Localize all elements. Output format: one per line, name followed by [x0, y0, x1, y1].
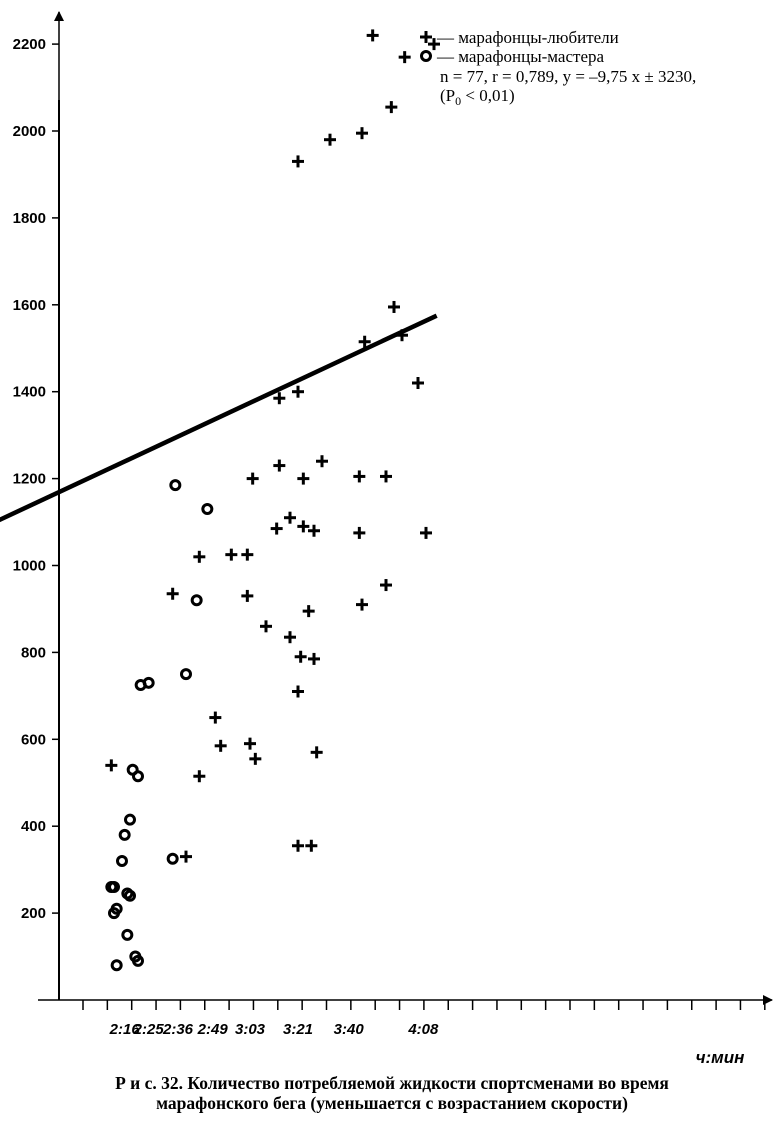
x-tick-label: 4:08 — [407, 1021, 439, 1038]
x-tick-label: 2:49 — [197, 1021, 229, 1038]
amateur-point — [380, 470, 392, 483]
amateur-point — [273, 392, 286, 405]
amateur-point — [412, 377, 424, 390]
x-tick-label: 2:16 — [109, 1021, 141, 1038]
y-tick-label: 2000 — [13, 123, 46, 140]
master-point — [108, 907, 120, 920]
master-point — [110, 959, 123, 972]
amateur-point — [308, 524, 320, 537]
legend-plus-icon — [420, 31, 432, 43]
master-point — [166, 852, 179, 865]
amateur-point — [225, 548, 238, 561]
amateur-point — [308, 652, 320, 665]
amateur-point — [388, 300, 400, 313]
x-axis-ticks: 4:083:403:213:032:492:362:252:162:08 — [82, 1000, 766, 1038]
y-tick-label: 1600 — [13, 297, 46, 314]
legend-circle-icon — [420, 50, 432, 62]
amateur-point — [385, 101, 398, 114]
master-point — [169, 479, 182, 492]
master-point — [121, 928, 134, 941]
amateur-point — [273, 459, 286, 472]
amateur-point — [244, 737, 256, 750]
amateur-point — [193, 770, 206, 783]
amateur-point — [249, 752, 262, 765]
amateur-point — [297, 520, 310, 533]
amateur-point — [180, 850, 192, 863]
amateur-point — [292, 385, 304, 398]
y-tick-label: 1400 — [13, 384, 46, 401]
y-tick-label: 2200 — [13, 36, 46, 53]
master-point — [129, 950, 142, 963]
master-point — [126, 763, 139, 776]
master-point — [105, 881, 118, 894]
amateur-point — [284, 631, 296, 644]
master-point — [118, 828, 131, 841]
amateur-point — [305, 839, 318, 852]
y-tick-label: 1000 — [13, 558, 46, 575]
x-tick-label: 3:40 — [334, 1021, 365, 1038]
amateur-point — [353, 526, 366, 539]
amateur-point — [356, 598, 368, 611]
amateur-point — [260, 620, 272, 633]
amateur-point — [209, 711, 222, 724]
amateur-point — [292, 685, 304, 698]
master-point — [190, 594, 203, 607]
amateur-point — [310, 746, 323, 759]
legend-stats: n = 77, r = 0,789, y = –9,75 x ± 3230, — [440, 67, 696, 86]
x-tick-label: 2:25 — [133, 1021, 165, 1038]
amateur-point — [284, 511, 296, 524]
amateur-point — [353, 470, 366, 483]
amateur-point — [356, 127, 368, 140]
amateur-point — [396, 329, 408, 342]
y-tick-label: 800 — [21, 644, 46, 661]
amateur-point — [270, 522, 283, 535]
master-point — [134, 678, 147, 691]
figure-caption: Р и с. 32. Количество потребляемой жидко… — [30, 1073, 754, 1113]
y-tick-label: 400 — [21, 818, 46, 835]
amateur-point — [193, 550, 206, 563]
master-point — [124, 813, 136, 826]
amateur-point — [324, 133, 336, 146]
legend: — марафонцы-любители — марафонцы-мастера… — [420, 28, 696, 108]
x-axis-unit-label: ч:мин — [696, 1048, 745, 1067]
amateur-point — [241, 589, 254, 602]
y-tick-label: 1200 — [13, 471, 46, 488]
master-point — [121, 887, 134, 900]
legend-master-label: — марафонцы-мастера — [436, 47, 604, 66]
x-tick-label: 3:21 — [283, 1021, 313, 1038]
amateur-point — [214, 739, 227, 752]
amateur-point — [366, 29, 379, 42]
amateur-point — [302, 605, 315, 618]
amateur-point — [241, 548, 254, 561]
y-tick-label: 200 — [21, 905, 46, 922]
master-point — [201, 503, 214, 516]
amateur-point — [294, 650, 307, 663]
y-tick-label: 600 — [21, 731, 46, 748]
master-point — [180, 668, 192, 681]
data-points — [105, 29, 440, 972]
caption-line-2: марафонского бега (уменьшается с возраст… — [156, 1093, 628, 1113]
amateur-point — [316, 455, 328, 468]
x-tick-label: 3:03 — [235, 1021, 266, 1038]
amateur-point — [166, 587, 179, 600]
amateur-point — [428, 38, 440, 51]
x-tick-label: 2:36 — [162, 1021, 194, 1038]
y-axis-ticks: 200 400 600 800 1000 1200 1400 1600 1800 2000 2200 — [13, 36, 59, 922]
amateur-point — [105, 759, 118, 772]
amateur-point — [292, 839, 304, 852]
amateur-point — [358, 335, 371, 348]
master-point — [116, 854, 128, 867]
amateur-point — [292, 155, 304, 168]
regression-line — [0, 313, 438, 523]
amateur-point — [380, 579, 392, 592]
amateur-point — [420, 526, 432, 539]
amateur-point — [398, 51, 411, 64]
legend-amateur-label: — марафонцы-любители — [436, 28, 619, 47]
amateur-point — [297, 472, 310, 485]
legend-p-value: (P0 < 0,01) — [440, 86, 515, 108]
y-tick-label: 1800 — [13, 210, 46, 227]
amateur-point — [246, 472, 259, 485]
caption-line-1: Р и с. 32. Количество потребляемой жидко… — [115, 1073, 669, 1093]
